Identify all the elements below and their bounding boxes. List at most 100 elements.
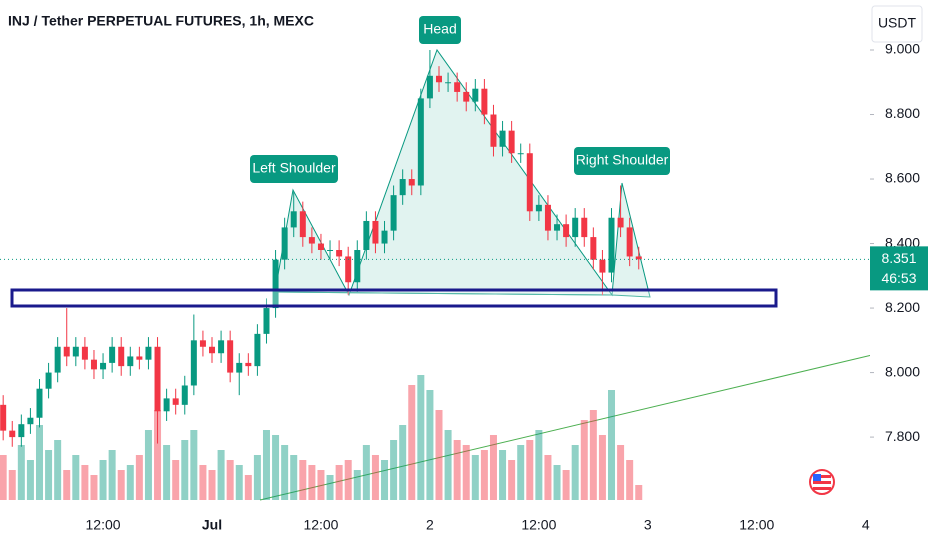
candle-body xyxy=(299,211,306,238)
candle-body xyxy=(154,346,161,412)
volume-bar xyxy=(626,460,634,500)
x-tick-label: Jul xyxy=(202,517,222,533)
candle-body xyxy=(463,91,470,102)
volume-bar xyxy=(381,460,389,500)
volume-bar xyxy=(172,460,180,500)
annotation-box xyxy=(250,155,338,183)
candle-body xyxy=(517,153,524,155)
volume-bar xyxy=(471,455,479,500)
candle-body xyxy=(526,153,533,212)
currency-label: USDT xyxy=(878,15,917,31)
candle-body xyxy=(127,356,134,367)
candle-body xyxy=(572,217,579,238)
candle-body xyxy=(608,217,615,273)
x-tick-label: 4 xyxy=(862,517,870,533)
volume-bar xyxy=(608,390,616,500)
y-tick-label: 8.200 xyxy=(885,299,920,315)
volume-bar xyxy=(535,430,543,500)
candle-body xyxy=(508,130,515,154)
candle-body xyxy=(0,404,7,431)
candle-body xyxy=(327,250,334,251)
volume-bar xyxy=(390,440,398,500)
x-tick-label: 12:00 xyxy=(739,517,774,533)
volume-bar xyxy=(63,470,71,500)
y-tick-label: 8.400 xyxy=(885,234,920,250)
y-tick-label: 9.000 xyxy=(885,41,920,57)
volume-bar xyxy=(253,455,261,500)
annotation-label: Left Shoulder xyxy=(252,160,336,176)
y-tick-label: 7.800 xyxy=(885,428,920,444)
candle-body xyxy=(36,388,43,418)
volume-bar xyxy=(135,455,143,500)
last-price-box xyxy=(870,246,928,291)
flag-stripe xyxy=(813,487,831,490)
volume-bar xyxy=(226,460,234,500)
candle-body xyxy=(336,250,343,257)
volume-bar xyxy=(553,465,561,500)
y-tick-label: 8.000 xyxy=(885,363,920,379)
volume-bar xyxy=(90,475,98,500)
countdown-label: 46:53 xyxy=(881,270,916,286)
candle-body xyxy=(281,227,288,260)
volume-bar xyxy=(517,445,525,500)
volume-bar xyxy=(290,455,298,500)
volume-bar xyxy=(508,460,516,500)
candle-body xyxy=(617,217,624,228)
volume-bar xyxy=(308,465,316,500)
volume-bar xyxy=(81,465,89,500)
candle-body xyxy=(472,88,479,102)
volume-bar xyxy=(117,470,125,500)
candle-body xyxy=(290,211,297,228)
volume-bar xyxy=(335,465,343,500)
candle-body xyxy=(18,424,25,438)
volume-bar xyxy=(108,450,116,500)
candle-body xyxy=(481,88,488,115)
candle-body xyxy=(563,224,570,238)
volume-bar xyxy=(299,460,307,500)
candle-body xyxy=(544,204,551,231)
candle-body xyxy=(254,333,261,367)
candle-body xyxy=(626,227,633,257)
volume-bar xyxy=(480,450,488,500)
candle-body xyxy=(390,195,397,231)
volume-bar xyxy=(208,470,216,500)
y-tick-label: 8.800 xyxy=(885,105,920,121)
volume-bar xyxy=(435,410,443,500)
volume-bar xyxy=(217,450,225,500)
candle-body xyxy=(272,259,279,309)
volume-bar xyxy=(54,440,62,500)
candle-body xyxy=(118,346,125,367)
candle-body xyxy=(109,346,116,363)
annotation-label: Right Shoulder xyxy=(576,152,669,168)
currency-box[interactable] xyxy=(871,5,923,43)
candle-body xyxy=(354,250,361,283)
volume-bar xyxy=(499,450,507,500)
annotation-label: Head xyxy=(423,21,456,37)
volume-bar xyxy=(126,465,134,500)
candle-body xyxy=(145,346,152,360)
candle-body xyxy=(209,346,216,354)
candle-body xyxy=(490,114,497,147)
candle-body xyxy=(454,82,461,92)
candle-body xyxy=(499,130,506,147)
candle-body xyxy=(581,217,588,238)
candle-body xyxy=(363,220,370,250)
candle-body xyxy=(345,256,352,283)
candle-body xyxy=(45,372,52,389)
candle-body xyxy=(245,362,252,367)
volume-bar xyxy=(154,410,162,500)
candle-body xyxy=(317,243,324,250)
x-tick-label: 2 xyxy=(426,517,434,533)
volume-bar xyxy=(571,445,579,500)
volume-bar xyxy=(326,475,334,500)
candle-body xyxy=(181,385,188,405)
volume-bar xyxy=(371,455,379,500)
volume-bar xyxy=(99,460,107,500)
volume-bar xyxy=(589,410,597,500)
candle-body xyxy=(590,237,597,260)
candle-body xyxy=(90,359,97,370)
volume-bar xyxy=(244,475,252,500)
annotation-box xyxy=(419,16,461,44)
x-tick-label: 12:00 xyxy=(303,517,338,533)
